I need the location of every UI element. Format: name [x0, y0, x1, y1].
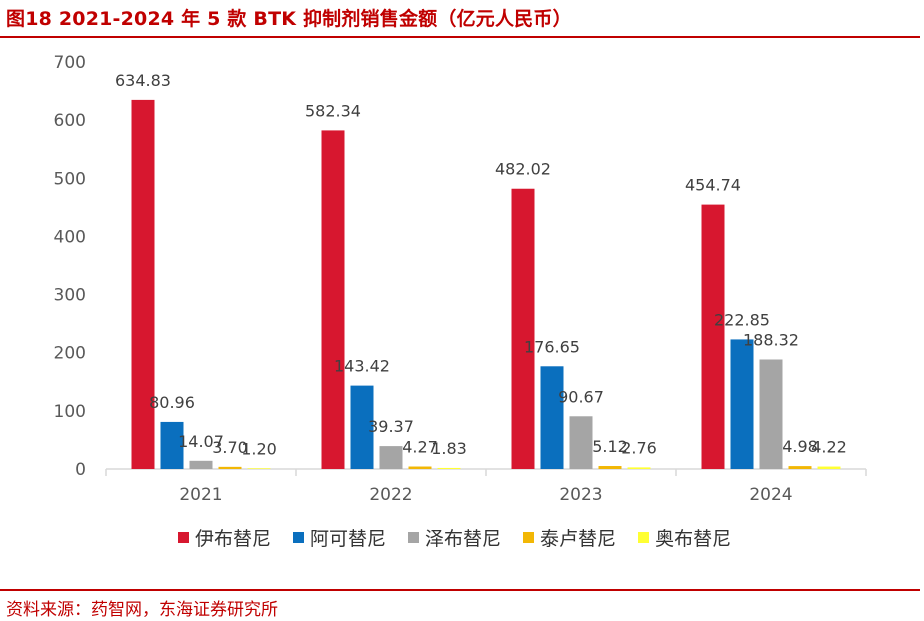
legend-item: 阿可替尼 [293, 524, 386, 551]
x-tick-label: 2021 [179, 485, 222, 505]
bar-value-label: 222.85 [714, 310, 770, 329]
y-axis-ticks: 0 100 200 300 400 500 600 700 [54, 53, 86, 480]
source-note: 资料来源：药智网，东海证券研究所 [6, 600, 278, 620]
legend-swatch [178, 532, 189, 543]
legend-swatch [408, 532, 420, 543]
y-tick-label: 0 [75, 460, 86, 480]
bar-value-label: 39.37 [368, 417, 414, 436]
bar-2021-4 [247, 468, 271, 469]
x-tick-label: 2024 [749, 485, 792, 505]
bar-2023-0 [511, 188, 535, 469]
bar-2024-4 [817, 466, 841, 469]
bar-2021-3 [218, 466, 242, 469]
bar-series [131, 99, 841, 470]
bar-2021-2 [189, 460, 213, 469]
bar-2022-2 [379, 446, 403, 469]
legend-swatch [523, 532, 535, 543]
y-tick-label: 600 [54, 111, 86, 131]
bar-2022-0 [321, 130, 345, 469]
bar-value-label: 4.22 [811, 438, 847, 457]
bar-2021-1 [160, 421, 184, 469]
bar-value-label: 3.70 [212, 438, 248, 457]
bar-value-label: 482.02 [495, 160, 551, 179]
bar-value-label: 5.12 [592, 437, 628, 456]
bar-value-label: 4.27 [402, 438, 438, 457]
legend-item: 奥布替尼 [638, 524, 731, 551]
title-rule [0, 36, 920, 38]
legend-item: 泰卢替尼 [523, 524, 616, 551]
bar-value-label: 176.65 [524, 337, 580, 356]
legend-swatch [293, 532, 305, 543]
x-tick-label: 2022 [369, 485, 412, 505]
bar-2024-0 [701, 204, 725, 469]
legend-swatch [638, 532, 650, 543]
legend-label: 阿可替尼 [310, 528, 387, 550]
bar-value-label: 582.34 [305, 101, 361, 120]
bar-value-labels: 634.83 80.96 14.073.701.20 582.34 143.42 39.3… [115, 71, 847, 458]
bar-value-label: 454.74 [685, 176, 741, 195]
legend-label: 奥布替尼 [655, 528, 732, 550]
bar-2023-1 [540, 366, 564, 469]
footer-rule [0, 589, 920, 591]
legend-label: 伊布替尼 [195, 528, 272, 550]
x-tick-label: 2023 [559, 485, 602, 505]
bar-2022-4 [437, 467, 461, 469]
bar-2024-1 [730, 339, 754, 469]
bar-2023-4 [627, 467, 651, 469]
bar-value-label: 4.98 [782, 437, 818, 456]
y-tick-label: 300 [54, 286, 86, 306]
bar-value-label: 1.20 [241, 439, 277, 458]
figure-title: 图18 2021-2024 年 5 款 BTK 抑制剂销售金额（亿元人民币） [6, 8, 572, 30]
legend-item: 伊布替尼 [178, 524, 271, 551]
legend-label: 泰卢替尼 [540, 528, 617, 550]
bar-2023-3 [598, 466, 622, 469]
bar-2024-2 [759, 359, 783, 469]
bar-2024-3 [788, 466, 812, 469]
y-tick-label: 400 [54, 227, 86, 247]
x-axis [105, 468, 867, 476]
bar-value-label: 2.76 [621, 438, 657, 457]
bar-value-label: 1.83 [431, 439, 467, 458]
x-axis-ticks: 2021 2022 2023 2024 [179, 485, 792, 505]
bar-value-label: 90.67 [558, 387, 604, 406]
y-tick-label: 700 [54, 53, 86, 73]
bar-value-label: 14.07 [178, 432, 224, 451]
y-tick-label: 100 [54, 402, 86, 422]
legend-item: 泽布替尼 [408, 524, 501, 551]
legend-label: 泽布替尼 [425, 528, 502, 550]
y-tick-label: 200 [54, 344, 86, 364]
bar-2023-2 [569, 416, 593, 469]
bar-value-label: 80.96 [149, 393, 195, 412]
y-tick-label: 500 [54, 169, 86, 189]
chart-legend: 伊布替尼 阿可替尼 泽布替尼 泰卢替尼 奥布替尼 [178, 524, 731, 551]
bar-value-label: 634.83 [115, 71, 171, 90]
bar-2021-0 [131, 99, 155, 470]
bar-2022-3 [408, 466, 432, 469]
bar-value-label: 143.42 [334, 357, 390, 376]
bar-2022-1 [350, 385, 374, 469]
bar-value-label: 188.32 [743, 331, 799, 350]
